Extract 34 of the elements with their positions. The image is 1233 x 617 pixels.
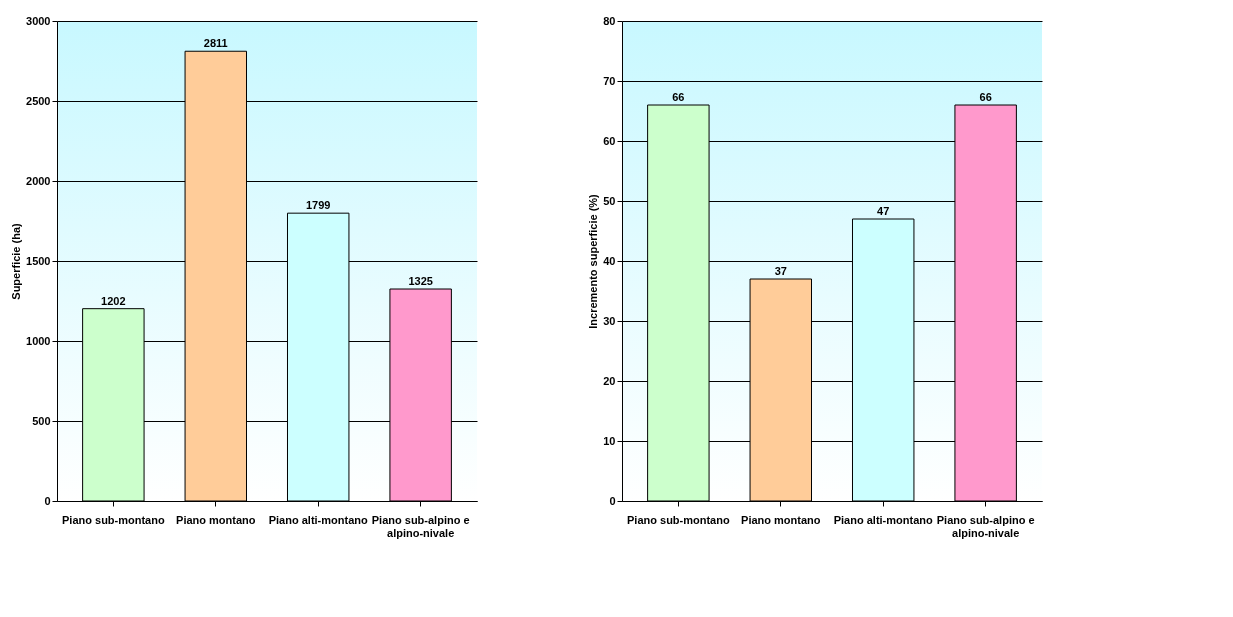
x-tick-label: Piano sub-montano <box>62 513 165 526</box>
y-tick-label: 0 <box>44 494 51 507</box>
y-tick-label: 30 <box>603 314 616 327</box>
y-axis-title: Superficie (ha) <box>10 222 23 300</box>
y-tick-label: 1500 <box>26 254 51 267</box>
y-tick-label: 3000 <box>26 14 51 27</box>
y-tick-label: 20 <box>603 374 616 387</box>
data-label: 1799 <box>305 199 331 212</box>
data-label: 47 <box>877 205 890 217</box>
y-tick-label: 1000 <box>26 334 51 347</box>
data-label: 1202 <box>101 294 126 307</box>
y-tick-label: 80 <box>603 14 616 27</box>
x-tick-label: Piano alti-montano <box>833 513 933 526</box>
y-tick-label: 2000 <box>26 174 51 187</box>
data-label: 37 <box>774 265 787 277</box>
x-tick-label: Piano sub-alpino e alpino-nivale <box>936 513 1035 539</box>
y-tick-label: 50 <box>603 194 616 207</box>
y-tick-label: 40 <box>603 254 616 267</box>
y-tick-label: 500 <box>32 414 51 427</box>
data-label: 1325 <box>408 275 433 287</box>
x-tick-label: Piano sub-alpino e alpino-nivale <box>371 513 470 539</box>
y-tick-label: 70 <box>603 74 616 87</box>
x-tick-label: Piano montano <box>176 513 256 526</box>
y-tick-label: 60 <box>603 134 616 147</box>
y-tick-label: 10 <box>603 434 616 447</box>
data-label: 2811 <box>203 37 228 50</box>
x-tick-label: Piano alti-montano <box>268 513 368 526</box>
data-label: 66 <box>672 91 685 103</box>
x-tick-label: Piano sub-montano <box>627 513 730 526</box>
y-axis-title: Incremento superficie (%) <box>587 193 600 329</box>
y-tick-label: 2500 <box>26 94 51 107</box>
data-label: 66 <box>979 91 992 103</box>
y-tick-label: 0 <box>609 494 616 507</box>
x-tick-label: Piano montano <box>741 513 821 526</box>
